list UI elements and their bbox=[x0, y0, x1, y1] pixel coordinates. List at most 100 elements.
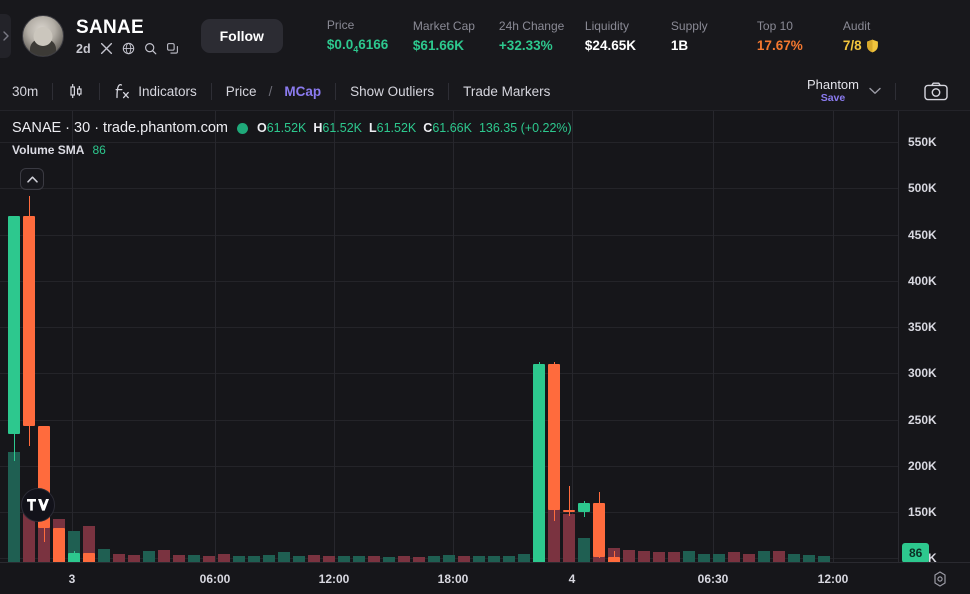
volume-bar bbox=[788, 553, 800, 562]
candle-body bbox=[8, 216, 20, 434]
trade-markers-label: Trade Markers bbox=[463, 83, 551, 99]
screenshot-button[interactable] bbox=[910, 72, 970, 111]
chart-area: SANAE · 30 · trade.phantom.com O61.52K H… bbox=[0, 111, 970, 594]
grid-line-horizontal bbox=[0, 419, 898, 421]
volume-bar bbox=[713, 553, 725, 562]
stat-value: +32.33% bbox=[498, 38, 553, 53]
volume-bar bbox=[8, 451, 20, 562]
copy-icon[interactable] bbox=[166, 42, 179, 55]
grid-line-horizontal bbox=[0, 512, 898, 514]
stat-label: Market Cap bbox=[412, 19, 475, 33]
token-age: 2d bbox=[76, 41, 91, 56]
volume-bar bbox=[578, 538, 590, 562]
chart-type-button[interactable] bbox=[53, 72, 99, 111]
stat-value: 7/8 bbox=[843, 38, 929, 53]
time-axis[interactable]: 3 06:00 12:00 18:00 4 06:30 12:00 bbox=[0, 562, 970, 594]
interval-label: 30m bbox=[12, 83, 39, 99]
volume-bar bbox=[308, 554, 320, 562]
token-identity: SANAE 2d bbox=[76, 17, 179, 56]
grid-line-vertical bbox=[833, 111, 834, 562]
sidebar-expand-tab[interactable] bbox=[0, 14, 11, 58]
volume-bar bbox=[263, 554, 275, 562]
price-axis-tick: 250K bbox=[908, 412, 937, 427]
volume-bar bbox=[203, 556, 215, 562]
ohlc-c-label: C bbox=[423, 121, 433, 135]
toolbar-right-group: Phantom Save bbox=[807, 72, 970, 111]
stat-audit: Audit 7/8 bbox=[843, 19, 929, 53]
ohlc-o-label: O bbox=[257, 121, 267, 135]
interval-selector[interactable]: 30m bbox=[0, 72, 52, 111]
volume-bar bbox=[323, 556, 335, 562]
volume-bar bbox=[473, 556, 485, 562]
trade-markers-button[interactable]: Trade Markers bbox=[449, 72, 564, 111]
price-axis[interactable]: 550K500K450K400K350K300K250K200K150K100K… bbox=[898, 111, 970, 594]
candle-body bbox=[68, 552, 80, 562]
toolbar-divider bbox=[448, 82, 450, 100]
price-mcap-toggle[interactable]: Price / MCap bbox=[212, 72, 335, 111]
chart-toolbar: 30m Indicators Price / MCap bbox=[0, 72, 970, 111]
toolbar-divider bbox=[335, 82, 337, 100]
candle-body bbox=[578, 502, 590, 513]
stat-label: Top 10 bbox=[756, 19, 793, 33]
volume-bar bbox=[668, 552, 680, 562]
grid-line-vertical bbox=[713, 111, 714, 562]
grid-line-vertical bbox=[453, 111, 454, 562]
stat-market-cap: Market Cap $61.66K bbox=[413, 19, 499, 53]
time-axis-tick: 12:00 bbox=[318, 572, 350, 586]
avatar bbox=[22, 15, 64, 57]
indicators-button[interactable]: Indicators bbox=[100, 72, 211, 111]
stat-label: Supply bbox=[670, 19, 708, 33]
search-icon[interactable] bbox=[144, 42, 157, 55]
show-outliers-label: Show Outliers bbox=[350, 83, 435, 99]
grid-line-horizontal bbox=[0, 142, 898, 144]
stat-label: Audit bbox=[842, 19, 871, 33]
token-meta-row: 2d bbox=[76, 42, 179, 56]
volume-bar bbox=[743, 553, 755, 562]
volume-bar bbox=[413, 557, 425, 562]
volume-bar bbox=[338, 556, 350, 562]
volume-bar bbox=[818, 556, 830, 562]
candle-body bbox=[53, 527, 65, 562]
wallet-selector[interactable]: Phantom Save bbox=[807, 77, 859, 105]
volume-badge: 86 bbox=[902, 543, 930, 563]
globe-icon[interactable] bbox=[122, 42, 135, 55]
toggle-separator: / bbox=[268, 83, 273, 99]
show-outliers-button[interactable]: Show Outliers bbox=[336, 72, 448, 111]
stat-24h-change: 24h Change +32.33% bbox=[499, 19, 585, 53]
price-axis-tick: 200K bbox=[908, 458, 937, 473]
price-axis-tick: 450K bbox=[908, 227, 937, 242]
volume-bar bbox=[158, 550, 170, 562]
volume-sma-label: Volume SMA bbox=[12, 143, 85, 157]
volume-bar bbox=[458, 556, 470, 562]
chevron-down-icon[interactable] bbox=[869, 87, 881, 95]
tradingview-logo-icon bbox=[27, 499, 49, 511]
volume-bar bbox=[638, 551, 650, 562]
volume-bar bbox=[188, 554, 200, 562]
shield-icon bbox=[866, 39, 878, 52]
stat-price: Price $0.046166 bbox=[327, 18, 413, 55]
follow-button[interactable]: Follow bbox=[200, 19, 283, 53]
volume-bar bbox=[173, 554, 185, 562]
price-label: Price bbox=[225, 83, 257, 99]
grid-line-horizontal bbox=[0, 280, 898, 282]
price-axis-tick: 350K bbox=[908, 320, 937, 335]
token-header: SANAE 2d bbox=[0, 0, 970, 72]
chevron-right-icon bbox=[2, 31, 9, 41]
candle-wick bbox=[569, 486, 570, 516]
candle-body bbox=[83, 552, 95, 562]
collapse-pane-button[interactable] bbox=[20, 168, 44, 190]
ohlc-h-value: 61.52K bbox=[322, 121, 363, 135]
volume-bar bbox=[218, 553, 230, 562]
chart-settings-icon[interactable] bbox=[932, 571, 948, 587]
volume-bar bbox=[143, 551, 155, 562]
tradingview-logo[interactable] bbox=[21, 488, 55, 522]
mcap-label: MCap bbox=[284, 83, 322, 99]
volume-bar bbox=[383, 557, 395, 562]
candlestick-plot[interactable]: SANAE · 30 · trade.phantom.com O61.52K H… bbox=[0, 111, 898, 562]
x-icon[interactable] bbox=[100, 42, 113, 55]
price-axis-tick: 150K bbox=[908, 505, 937, 520]
stat-top-10: Top 10 17.67% bbox=[757, 19, 843, 53]
volume-bar bbox=[293, 556, 305, 562]
stat-label: Liquidity bbox=[584, 19, 629, 33]
